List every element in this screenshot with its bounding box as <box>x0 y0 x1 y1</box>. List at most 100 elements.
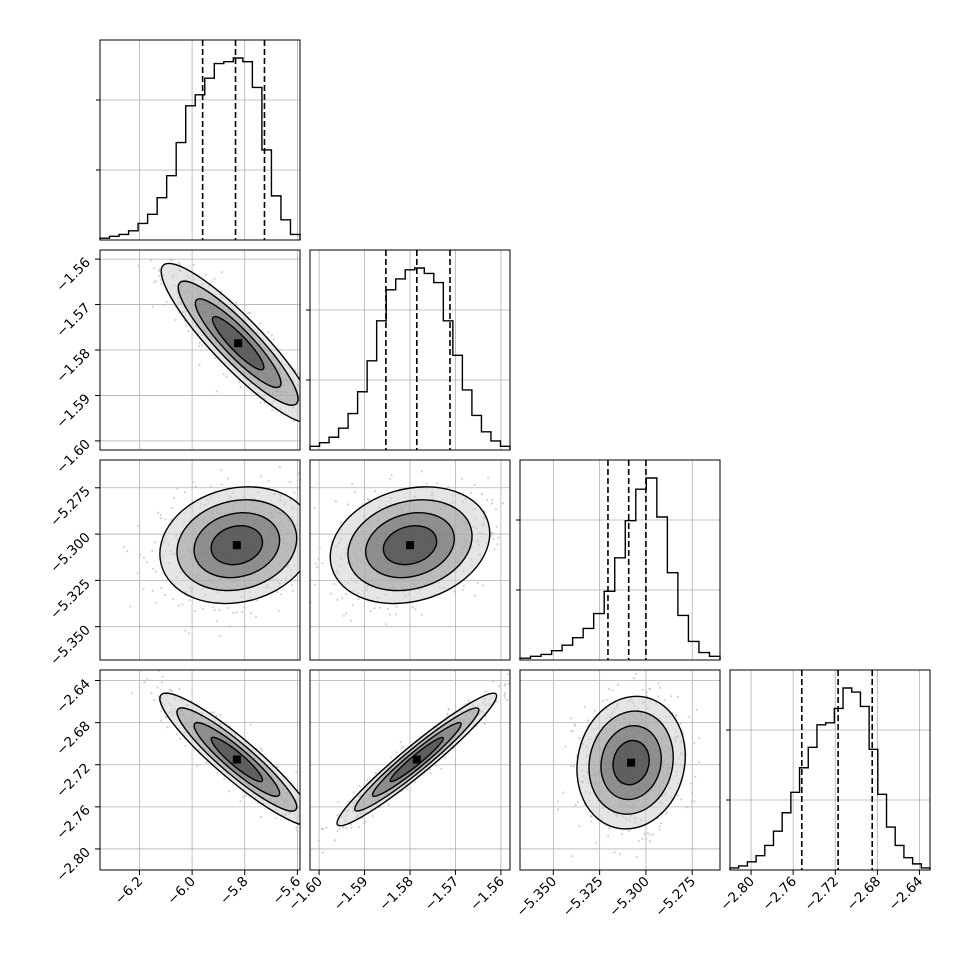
sample-point <box>476 581 479 585</box>
sample-point <box>436 482 439 485</box>
sample-point <box>578 824 581 828</box>
sample-point <box>503 683 507 686</box>
sample-point <box>557 808 560 811</box>
sample-point <box>495 525 498 529</box>
sample-point <box>389 477 392 480</box>
sample-point <box>175 487 178 490</box>
sample-point <box>214 357 217 360</box>
sample-point <box>288 481 291 484</box>
sample-point <box>506 698 509 702</box>
sample-point <box>122 545 126 549</box>
sample-point <box>213 277 216 280</box>
sample-point <box>213 609 216 612</box>
sample-point <box>279 593 283 596</box>
y-tick-label: −1.59 <box>53 391 94 432</box>
sample-point <box>369 610 372 613</box>
sample-point <box>259 815 262 819</box>
sample-point <box>389 756 393 759</box>
sample-point <box>373 607 376 610</box>
sample-point <box>139 553 142 557</box>
sample-point <box>388 613 392 616</box>
sample-point <box>191 481 195 484</box>
y-tick-label: −1.57 <box>53 300 94 341</box>
sample-point <box>149 259 153 262</box>
contour-line <box>177 280 299 406</box>
sample-point <box>429 772 432 775</box>
sample-point <box>156 686 159 689</box>
panel-frame <box>309 249 511 451</box>
sample-point <box>676 696 680 699</box>
sample-point <box>493 548 496 551</box>
scatter-panel-2-0 <box>99 459 301 661</box>
histogram-step <box>99 57 301 240</box>
sample-point <box>330 592 333 595</box>
panel-inner <box>100 460 300 660</box>
scatter-panel-3-1 <box>309 669 511 871</box>
sample-point <box>225 375 228 378</box>
sample-point <box>659 822 663 825</box>
sample-point <box>198 363 201 366</box>
sample-point <box>158 274 161 277</box>
sample-point <box>572 765 576 768</box>
sample-point <box>126 550 129 553</box>
sample-point <box>634 672 638 675</box>
contour-line <box>160 262 300 424</box>
sample-point <box>219 714 222 717</box>
sample-point <box>143 681 146 684</box>
x-tick-label: −1.56 <box>467 874 508 915</box>
sample-point <box>400 747 403 750</box>
sample-point <box>341 597 344 600</box>
sample-point <box>497 536 500 539</box>
sample-point <box>507 682 510 686</box>
sample-point <box>164 518 167 521</box>
sample-point <box>605 698 608 702</box>
contour-line <box>612 739 650 786</box>
sample-point <box>503 694 506 697</box>
sample-point <box>685 806 689 809</box>
sample-point <box>321 851 324 854</box>
sample-point <box>201 607 204 610</box>
sample-point <box>218 634 221 637</box>
sample-point <box>291 589 294 592</box>
sample-point <box>698 737 701 740</box>
sample-point <box>345 593 348 596</box>
sample-point <box>215 390 218 393</box>
sample-point <box>635 855 638 858</box>
sample-point <box>467 699 470 702</box>
y-axis-3: −2.64−2.68−2.72−2.76−2.80 <box>53 676 100 885</box>
sample-point <box>150 692 153 695</box>
sample-point <box>587 719 590 722</box>
sample-point <box>658 828 661 831</box>
sample-point <box>274 817 277 820</box>
y-tick-label: −2.64 <box>53 676 94 717</box>
contour-line <box>211 315 265 371</box>
sample-point <box>317 839 320 842</box>
contour-line <box>576 695 686 830</box>
sample-point <box>178 687 181 690</box>
sample-point <box>184 744 187 747</box>
panel-frame <box>519 459 721 661</box>
density-peak <box>234 339 243 348</box>
sample-point <box>193 610 197 613</box>
sample-point <box>220 271 223 274</box>
sample-point <box>390 473 393 476</box>
sample-point <box>507 673 510 676</box>
sample-point <box>297 371 300 374</box>
sample-point <box>222 373 225 376</box>
sample-point <box>336 814 339 817</box>
sample-point <box>172 497 175 500</box>
y-axis-2: −5.350−5.325−5.300−5.275 <box>47 483 100 669</box>
sample-point <box>239 385 242 388</box>
sample-point <box>593 709 597 712</box>
scatter-panel-2-1 <box>309 459 511 661</box>
sample-point <box>158 268 161 271</box>
x-tick-label: −6.2 <box>112 874 146 908</box>
sample-point <box>154 541 157 544</box>
sample-point <box>272 338 275 341</box>
sample-point <box>342 614 345 617</box>
sample-point <box>345 612 348 615</box>
sample-point <box>321 562 324 565</box>
sample-point <box>460 477 463 480</box>
sample-point <box>474 594 477 597</box>
sample-point <box>491 502 494 505</box>
